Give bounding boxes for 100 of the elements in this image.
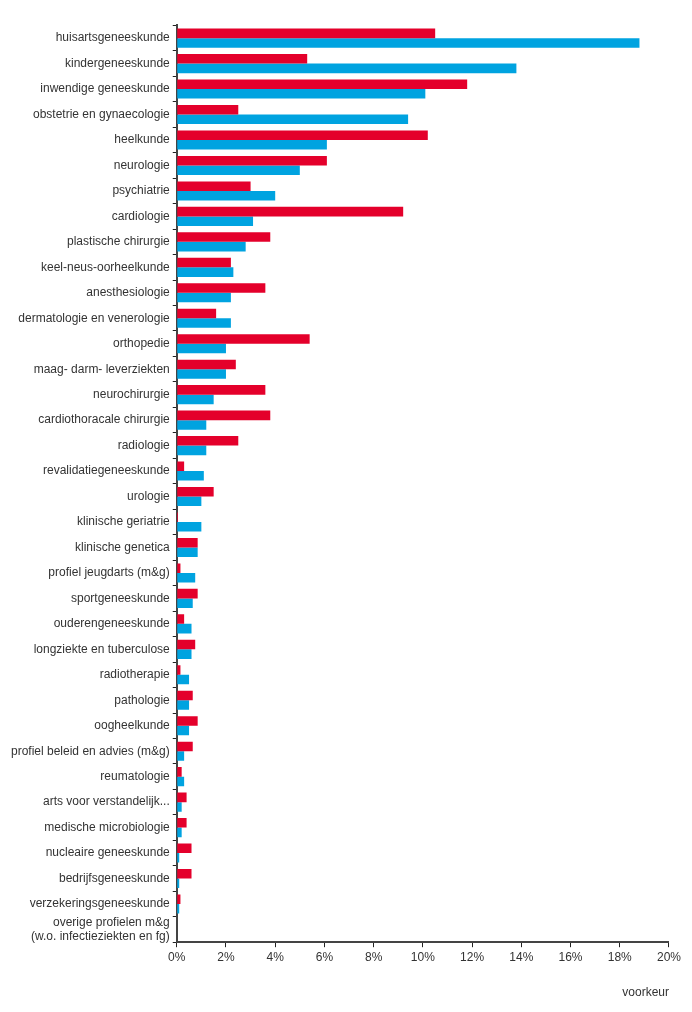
- y-tick-label: profiel beleid en advies (m&g): [11, 743, 170, 758]
- y-tick-label: medische microbiologie: [44, 819, 171, 834]
- bar: [177, 496, 202, 507]
- bar: [177, 38, 640, 48]
- bar: [177, 241, 246, 252]
- bar: [177, 776, 185, 787]
- bar: [177, 181, 251, 191]
- bar: [177, 385, 266, 395]
- bar: [177, 206, 404, 217]
- y-tick-label: radiotherapie: [99, 667, 171, 682]
- bar: [177, 588, 198, 599]
- bar: [177, 751, 185, 761]
- x-axis-title: voorkeur: [622, 985, 669, 1000]
- y-tick-label: klinische geriatrie: [77, 514, 171, 529]
- bar: [177, 369, 226, 379]
- x-tick-label: 0%: [168, 949, 186, 964]
- bar: [177, 563, 181, 573]
- bar: [177, 334, 310, 344]
- bar: [177, 140, 327, 150]
- y-tick-label: keel-neus-oorheelkunde: [40, 259, 171, 274]
- y-tick-label: overige profielen m&g (w.o. infectieziekten en fg): [31, 914, 170, 943]
- bar: [177, 267, 234, 277]
- bar: [177, 843, 192, 854]
- y-tick-label: anesthesiologie: [86, 285, 171, 300]
- bar: [177, 547, 198, 558]
- y-tick-label: verzekeringsgeneeskunde: [29, 896, 171, 911]
- x-tick-label: 20%: [656, 949, 682, 964]
- y-tick-label: profiel jeugdarts (m&g): [48, 565, 170, 580]
- y-tick-label: huisartsgeneeskunde: [55, 30, 171, 45]
- bar: [177, 28, 436, 39]
- y-tick-label: kindergeneeskunde: [65, 55, 171, 70]
- y-tick-label: dermatologie en venerologie: [18, 310, 171, 325]
- bar: [177, 359, 236, 370]
- bar: [177, 522, 202, 532]
- x-tick-label: 4%: [266, 949, 285, 964]
- bar: [177, 436, 239, 446]
- x-tick-label: 14%: [509, 949, 534, 964]
- bar: [177, 283, 266, 293]
- y-tick-label: psychiatrie: [112, 183, 171, 198]
- y-tick-label: obstetrie en gynaecologie: [32, 106, 171, 121]
- y-tick-label: orthopedie: [113, 336, 171, 351]
- bar: [177, 716, 198, 726]
- x-tick-label: 12%: [460, 949, 485, 964]
- bar: [177, 623, 192, 634]
- bar: [177, 410, 271, 421]
- y-tick-label: revalidatiegeneeskunde: [42, 463, 171, 478]
- bar: [177, 868, 192, 879]
- bar: [177, 54, 308, 64]
- bar: [177, 674, 190, 685]
- y-tick-label: bedrijfsgeneeskunde: [59, 870, 171, 885]
- bar: [177, 79, 468, 90]
- bar: [177, 665, 181, 675]
- x-tick-label: 10%: [410, 949, 436, 964]
- bar: [177, 690, 193, 701]
- bar: [177, 257, 231, 268]
- bar: [177, 155, 327, 166]
- bar: [177, 232, 271, 242]
- y-tick-label: heelkunde: [114, 132, 171, 147]
- bar: [177, 802, 182, 812]
- bar: [177, 63, 517, 74]
- bar: [177, 292, 231, 303]
- y-tick-label: ouderengeneeskunde: [53, 616, 171, 631]
- y-tick-label: nucleaire geneeskunde: [45, 845, 171, 860]
- bar: [177, 114, 409, 125]
- y-tick-label: neurochirurgie: [93, 386, 171, 401]
- bar: [177, 792, 187, 803]
- y-tick-label: neurologie: [113, 157, 171, 172]
- x-tick-label: 16%: [558, 949, 583, 964]
- x-tick-label: 2%: [217, 949, 235, 964]
- bar: [177, 614, 185, 624]
- bar: [177, 639, 196, 650]
- bar: [177, 89, 426, 99]
- bar: [177, 308, 217, 319]
- bar: [177, 318, 231, 328]
- y-tick-label: cardiologie: [111, 208, 171, 223]
- y-tick-label: radiologie: [117, 437, 171, 452]
- y-tick-label: cardiothoracale chirurgie: [38, 412, 171, 427]
- y-tick-label: longziekte en tuberculose: [33, 641, 171, 656]
- bar: [177, 486, 214, 497]
- bar: [177, 700, 190, 710]
- bar: [177, 741, 193, 752]
- y-tick-label: sportgeneeskunde: [71, 590, 171, 605]
- bar: [177, 818, 187, 828]
- y-tick-label: reumatologie: [100, 768, 171, 783]
- y-tick-label: klinische genetica: [75, 539, 171, 554]
- bar: [177, 165, 300, 176]
- bar: [177, 471, 204, 481]
- y-tick-label: oogheelkunde: [94, 718, 171, 733]
- y-tick-label: pathologie: [114, 692, 171, 707]
- bar: [177, 190, 276, 201]
- bar: [177, 394, 214, 405]
- bar: [177, 725, 190, 736]
- bar: [177, 767, 182, 777]
- y-tick-label: urologie: [127, 488, 171, 503]
- y-tick-label: maag- darm- leverziekten: [33, 361, 170, 376]
- y-tick-label: plastische chirurgie: [67, 234, 171, 249]
- bar: [177, 130, 428, 140]
- x-tick-label: 18%: [607, 949, 633, 964]
- y-tick-label: arts voor verstandelijk...: [43, 794, 170, 809]
- bar: [177, 104, 239, 115]
